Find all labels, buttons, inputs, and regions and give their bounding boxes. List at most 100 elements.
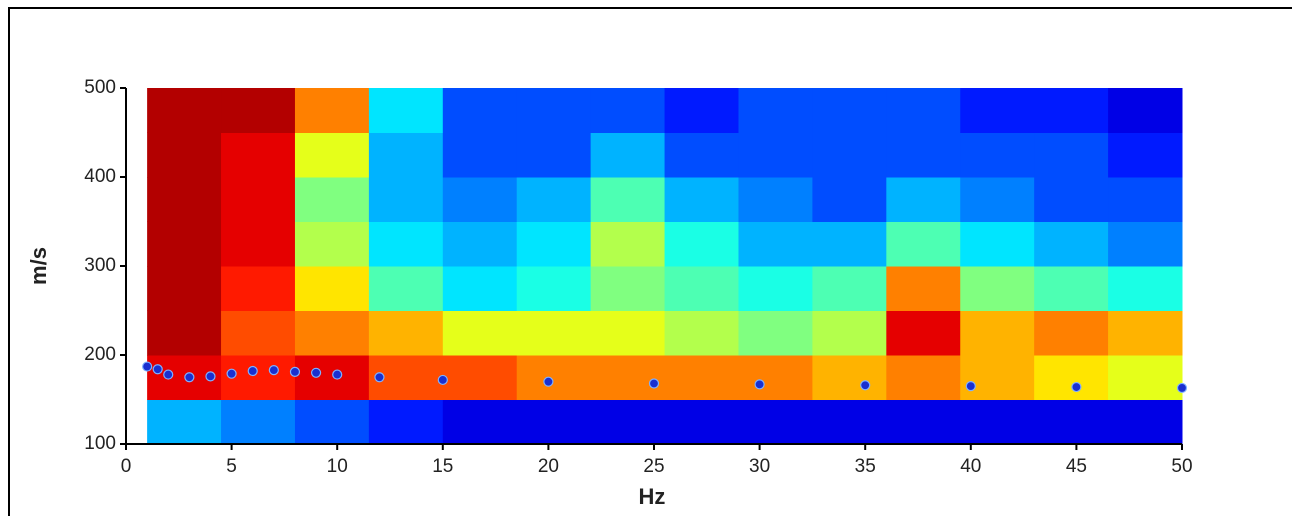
heat-cell [590,88,666,133]
heat-cell [294,177,370,222]
heat-cell [886,399,961,445]
heat-cell [147,88,222,133]
heat-cell [442,399,518,445]
y-tick-label: 400 [84,166,116,187]
x-tick-label: 35 [855,456,876,477]
x-tick-label: 45 [1066,456,1087,477]
curve-point [163,369,174,380]
curve-point [648,378,660,389]
heat-cell [1108,132,1183,178]
heat-cell [221,221,296,267]
heat-cell [738,132,813,178]
heat-cell [147,399,222,445]
y-tick-label: 100 [84,433,116,454]
heat-cell [368,132,444,178]
y-tick-label: 500 [84,77,116,98]
heat-cell [738,266,813,311]
heat-cell [368,88,444,133]
heat-cell [1034,132,1109,178]
heat-cell [368,177,444,222]
heat-cell [368,221,444,267]
heat-cell [812,266,887,311]
curve-point [152,364,163,375]
x-axis-label: Hz [639,484,666,509]
heat-cell [738,88,813,133]
heat-cell [886,132,961,178]
heat-cell [664,355,739,400]
heat-cell [590,221,666,267]
heat-cell [442,88,518,133]
heat-cell [886,221,961,267]
heat-cell [1034,399,1109,445]
heat-cell [960,88,1035,133]
heat-cell [516,88,592,133]
heat-cell [960,266,1035,311]
heat-cell [1108,266,1183,311]
curve-point [268,365,279,376]
heat-cell [442,355,518,400]
heat-cell [590,132,666,178]
x-tick-label: 30 [749,456,770,477]
heat-cell [294,310,370,356]
heat-cell [442,310,518,356]
heat-cell [516,266,592,311]
y-tick-label: 300 [84,255,116,276]
heat-cell [960,221,1035,267]
heat-cell [294,88,370,133]
heat-cell [442,177,518,222]
x-tick-label: 20 [538,456,559,477]
heat-cell [738,310,813,356]
heat-cell [664,132,739,178]
curve-point [310,367,322,378]
x-tick-label: 50 [1171,456,1192,477]
heat-cell [886,355,961,400]
heat-cell [664,266,739,311]
curve-point [205,371,216,382]
heat-cell [590,355,666,400]
heat-cell [886,310,961,356]
curve-point [142,361,153,372]
heat-cell [294,266,370,311]
heat-cell [221,88,296,133]
curve-point [247,365,258,377]
heat-cell [886,266,961,311]
heat-cell [147,177,222,222]
curve-point [543,376,554,387]
heat-cell [960,399,1035,445]
heat-cell [294,221,370,267]
x-tick-label: 10 [327,456,348,477]
heat-cell [1108,355,1183,400]
heat-cell [664,177,739,222]
heat-cell [812,132,887,178]
heat-cell [221,132,296,178]
heat-cell [147,132,222,178]
heat-cell [960,132,1035,178]
heat-cell [886,177,961,222]
heat-cell [368,399,444,445]
heat-cell [1108,310,1183,356]
curve-point [1071,381,1082,393]
heat-cell [960,355,1035,400]
heat-cell [368,310,444,356]
heat-cell [516,310,592,356]
curve-point [289,366,301,378]
heat-cell [590,266,666,311]
curve-point [332,369,343,380]
heat-cell [294,399,370,445]
heat-cell [147,310,222,356]
heat-cell [221,177,296,222]
heat-cell [812,177,887,222]
heat-cell [1034,310,1109,356]
heat-cell [664,88,739,133]
heat-cell [886,88,961,133]
curve-point [860,380,871,391]
heat-cell [516,399,592,445]
curve-point [965,381,976,392]
heat-cell [442,221,518,267]
heat-cell [516,132,592,178]
heat-cell [812,310,887,356]
heat-cell [590,399,666,445]
heat-cell [221,310,296,356]
curve-point [226,368,237,379]
